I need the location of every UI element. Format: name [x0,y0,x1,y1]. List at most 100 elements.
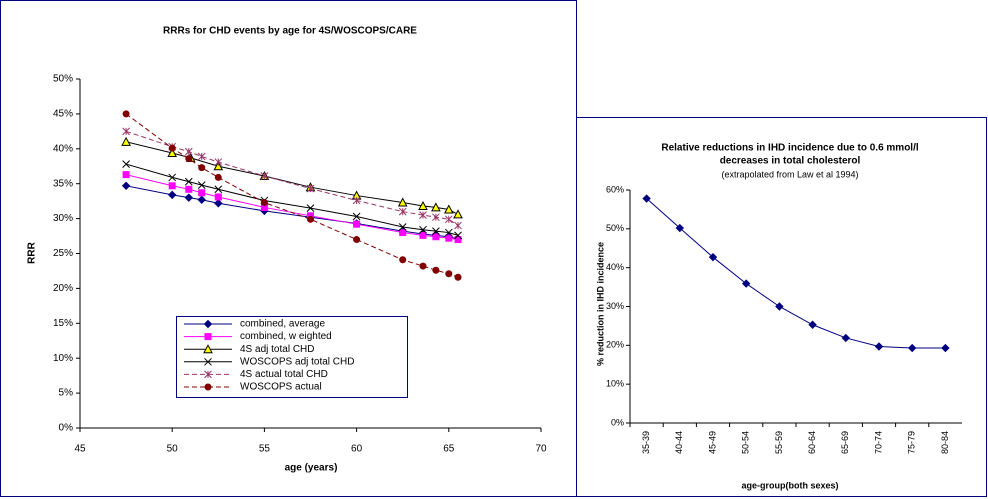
x-tick-label: 50 [167,444,179,455]
marker [121,181,131,191]
marker [907,343,917,353]
marker [204,333,212,341]
marker [214,158,223,166]
marker [741,279,751,288]
marker [167,190,177,200]
marker [399,229,407,237]
marker [808,320,817,329]
legend-label: 4S adj total CHD [240,344,314,355]
chart-subtitle: (extrapolated from Law et al 1994) [721,169,858,179]
y-tick-label: 30% [606,301,624,311]
legend-label: combined, average [240,319,325,330]
x-tick-label: 55-59 [774,431,784,454]
x-tick-label: 65-69 [840,431,850,454]
y-tick-label: 50% [53,74,73,85]
marker [260,203,268,211]
chart-title: Relative reductions in IHD incidence due… [661,143,919,154]
marker [214,193,222,201]
chart-frame [0,0,577,497]
marker [398,207,407,216]
marker [306,204,315,212]
marker [841,333,851,343]
y-axis-title: % reduction in IHD incidence [595,242,605,366]
marker [431,202,441,212]
marker [122,171,130,179]
marker [307,215,314,223]
marker [432,233,440,241]
marker [443,204,454,214]
marker [642,194,651,203]
marker [185,185,193,193]
y-tick-label: 10% [606,379,624,389]
x-tick-label: 80-84 [940,431,950,454]
marker [454,221,462,230]
marker [444,228,453,237]
marker [432,227,440,236]
marker [168,144,176,152]
legend-label: WOSCOPS actual [240,382,322,393]
x-tick-label: 35-39 [641,431,651,454]
marker [122,160,130,169]
marker [454,231,462,240]
legend-box [176,316,408,398]
series-line [646,198,946,349]
y-tick-label: 50% [606,223,624,233]
marker [185,155,193,163]
y-tick-label: 15% [53,318,73,329]
y-tick-label: 60% [606,184,624,194]
marker [432,266,440,274]
x-tick-label: 45-49 [707,431,717,454]
marker [121,136,131,146]
y-tick-label: 35% [53,178,73,189]
x-tick-label: 65 [443,444,455,455]
x-tick-label: 40-44 [674,431,684,454]
marker [260,199,268,207]
x-tick-label: 70 [535,444,547,455]
legend-label: 4S actual total CHD [240,369,328,380]
chart-title: decreases in total cholesterol [720,156,861,167]
marker [419,262,427,270]
x-tick-label: 50-54 [741,431,751,454]
y-tick-label: 25% [53,248,73,259]
marker [397,197,408,207]
marker [198,189,206,197]
marker [198,164,206,172]
marker [708,252,718,262]
marker [260,172,269,180]
x-tick-label: 70-74 [873,431,883,454]
y-tick-label: 40% [606,262,624,272]
marker [204,370,212,379]
marker [941,343,950,353]
legend-label: combined, w eighted [240,331,332,342]
y-tick-label: 45% [53,109,73,120]
marker [454,273,462,281]
marker [203,319,213,329]
y-axis-title: RRR [27,241,38,263]
y-tick-label: 20% [53,283,73,294]
marker [418,200,428,211]
marker [445,234,453,242]
y-tick-label: 5% [59,388,74,399]
y-tick-label: 20% [606,340,624,350]
y-tick-label: 0% [59,423,74,434]
x-tick-label: 45 [74,444,86,455]
marker [874,342,884,351]
marker [419,225,427,234]
marker [453,209,463,219]
marker [352,196,361,205]
marker [352,212,361,221]
marker [168,173,177,182]
marker [399,256,407,264]
x-axis-title: age-group(both sexes) [741,480,838,490]
marker [167,147,178,157]
legend-label: WOSCOPS adj total CHD [240,356,354,367]
marker [306,184,315,193]
marker [197,152,206,161]
marker [204,357,212,366]
marker [214,173,222,181]
x-tick-label: 60-64 [807,431,817,454]
marker [454,236,462,244]
chart-title: RRRs for CHD events by age for 4S/WOSCOP… [163,26,417,37]
x-axis-title: age (years) [285,463,338,474]
